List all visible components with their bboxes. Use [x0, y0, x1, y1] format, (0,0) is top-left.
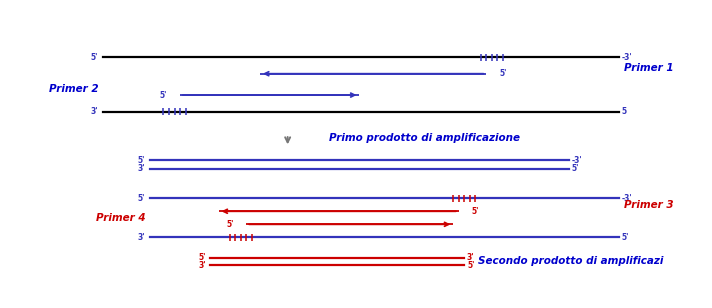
Text: 5': 5'	[160, 91, 167, 99]
Text: 5': 5'	[138, 156, 145, 165]
Text: Primer 3: Primer 3	[624, 200, 674, 210]
Text: 5': 5'	[199, 253, 206, 262]
Text: 5': 5'	[467, 261, 474, 270]
Text: -3': -3'	[622, 194, 632, 203]
Text: Primer 4: Primer 4	[95, 213, 145, 223]
Text: 3': 3'	[90, 107, 98, 116]
Text: 5': 5'	[500, 69, 507, 78]
Text: Secondo prodotto di amplificazi: Secondo prodotto di amplificazi	[478, 256, 664, 266]
Text: 5': 5'	[138, 194, 145, 203]
Text: 5: 5	[622, 107, 627, 116]
Text: 5': 5'	[472, 207, 479, 216]
Text: 3': 3'	[137, 164, 145, 173]
Text: 3': 3'	[199, 261, 206, 270]
Text: 3': 3'	[467, 253, 475, 262]
Text: Primer 2: Primer 2	[48, 84, 98, 94]
Text: -3': -3'	[572, 156, 582, 165]
Text: 5': 5'	[91, 53, 98, 62]
Text: 5': 5'	[622, 233, 629, 242]
Text: Primo prodotto di amplificazione: Primo prodotto di amplificazione	[329, 133, 520, 143]
Text: -3': -3'	[622, 53, 632, 62]
Text: Primer 1: Primer 1	[624, 63, 674, 72]
Text: 3': 3'	[137, 233, 145, 242]
Text: 5': 5'	[226, 220, 234, 229]
Text: 5': 5'	[572, 164, 580, 173]
